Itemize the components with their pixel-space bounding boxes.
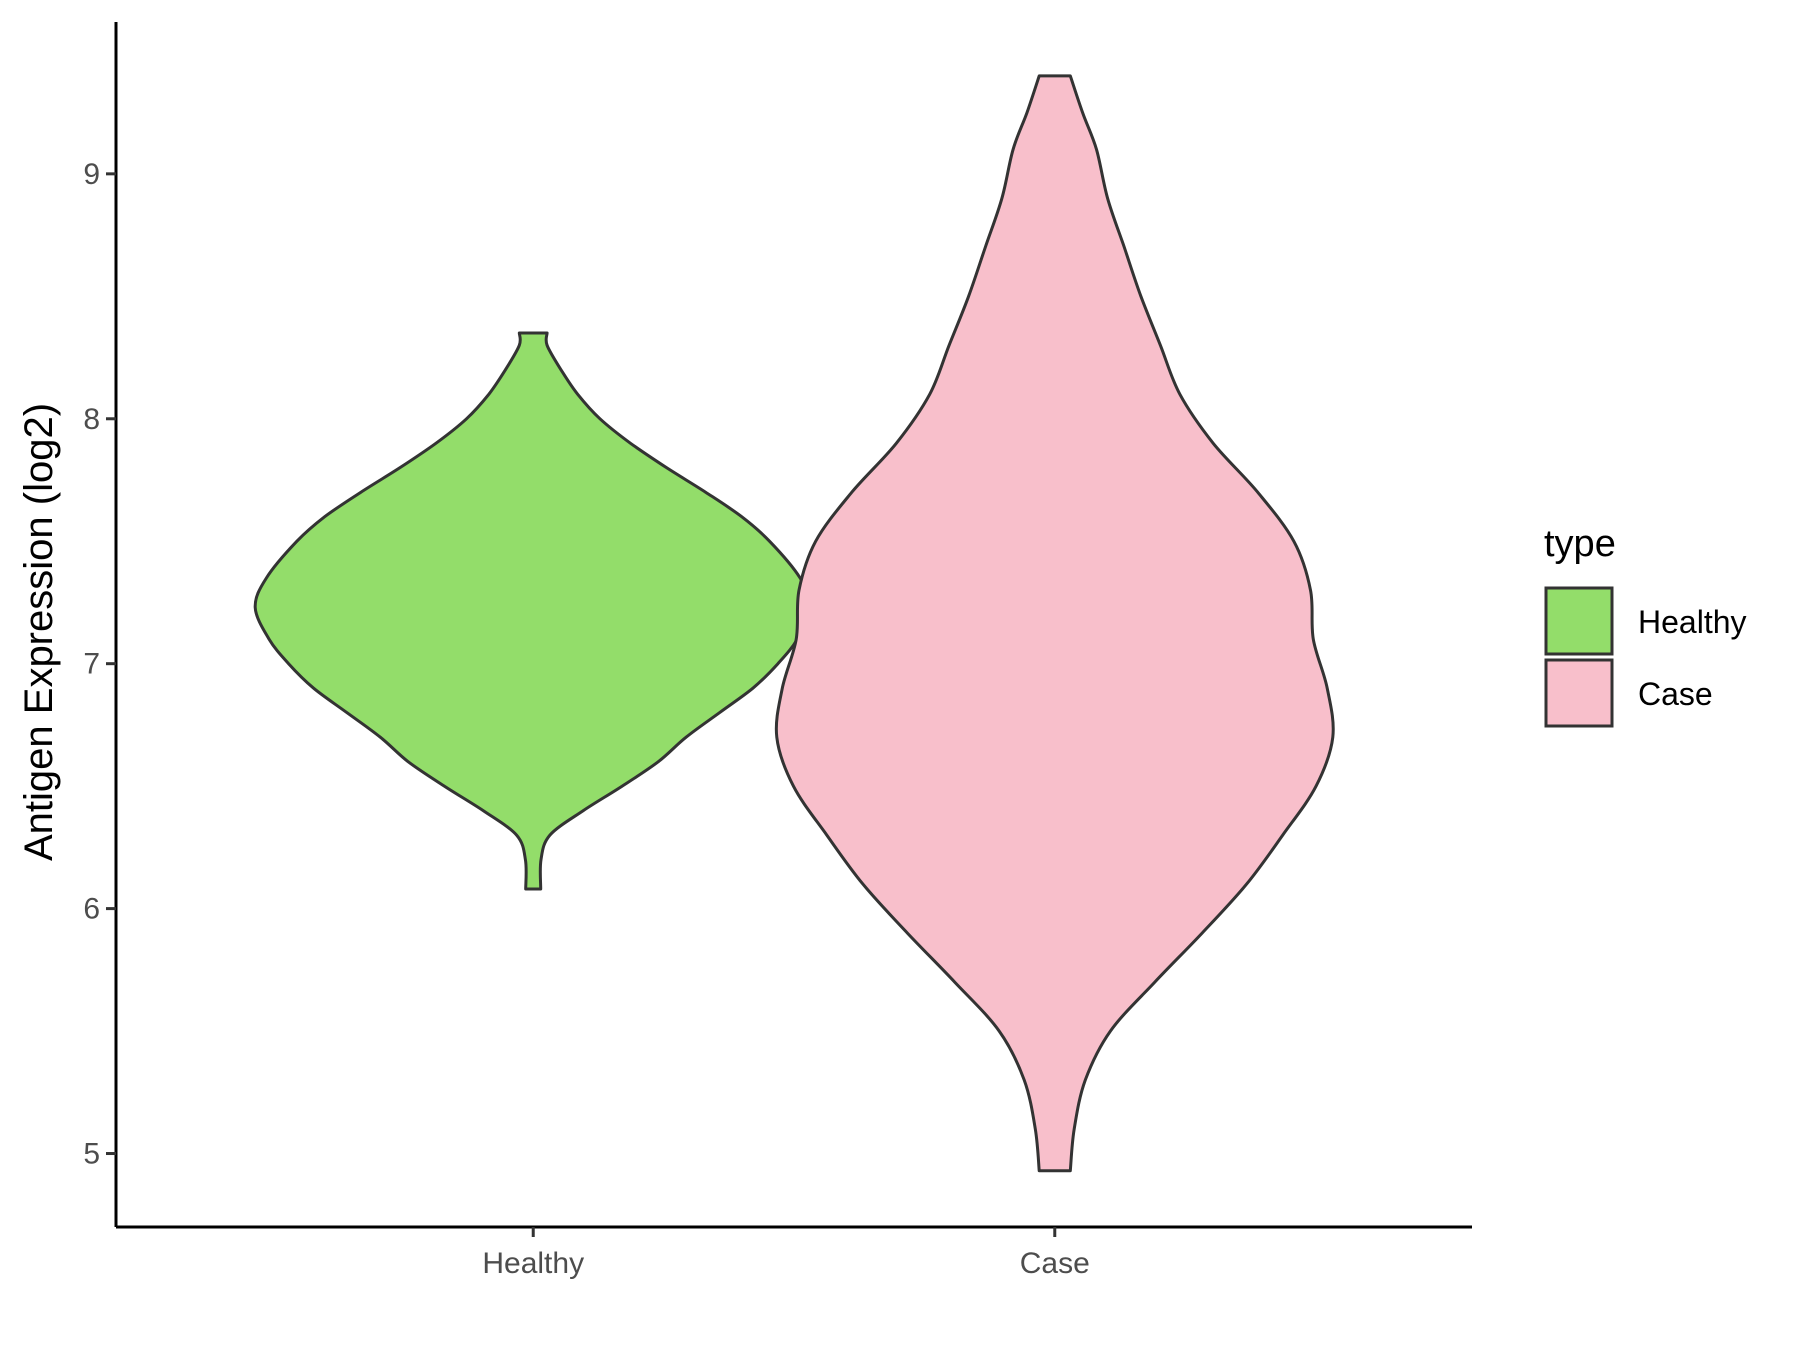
y-ticks: 5 6 7 8 9 xyxy=(83,158,116,1171)
violin-layer xyxy=(253,74,1335,1173)
legend-title: type xyxy=(1544,523,1616,565)
y-tick-label: 5 xyxy=(83,1138,100,1171)
legend-items: Healthy Case xyxy=(1544,586,1747,728)
x-tick-label: Case xyxy=(1020,1247,1090,1280)
legend-label: Healthy xyxy=(1638,604,1747,640)
legend-key-healthy xyxy=(1544,586,1614,656)
legend: type Healthy Case xyxy=(1544,523,1747,728)
y-axis-title: Antigen Expression (log2) xyxy=(17,403,61,861)
axes: 5 6 7 8 9 Healthy Case xyxy=(83,22,1472,1280)
x-ticks: Healthy Case xyxy=(482,1227,1090,1280)
y-tick-label: 7 xyxy=(83,648,100,681)
legend-key-case xyxy=(1544,658,1614,728)
violin-healthy xyxy=(253,331,813,891)
y-tick-label: 8 xyxy=(83,403,100,436)
y-tick-label: 6 xyxy=(83,893,100,926)
legend-label: Case xyxy=(1638,676,1713,712)
y-tick-label: 9 xyxy=(83,158,100,191)
violin-case xyxy=(774,74,1335,1173)
x-tick-label: Healthy xyxy=(482,1247,584,1280)
